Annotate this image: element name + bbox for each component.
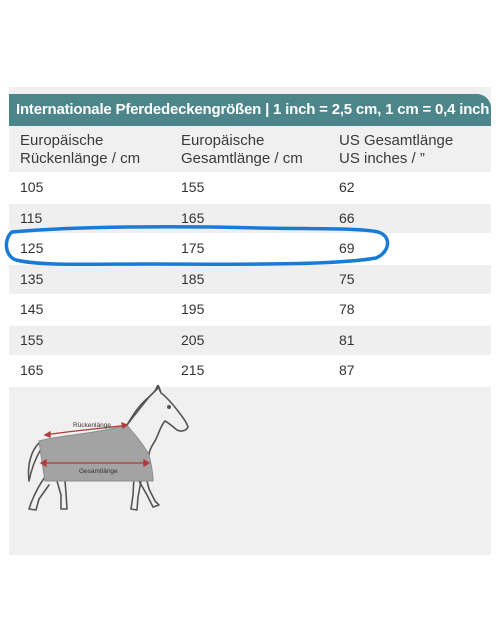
cell-total-length: 185 [181,270,205,287]
cell-us-length: 69 [339,240,355,256]
cell-back-length: 165 [20,362,44,378]
cell-us-length: 87 [339,362,355,378]
cell-us-length: 78 [339,301,355,317]
header-back-length: Europäische Rückenlänge / cm [20,132,141,167]
header-us-length: US Gesamtlänge US inches / ” [339,132,454,167]
cell-back-length: 155 [20,331,44,348]
cell-us-length: 81 [339,331,355,348]
size-table: Europäische Rückenlänge / cm Europäische… [9,126,491,387]
table-row: 155 205 81 [9,325,491,356]
cell-us-length: 66 [339,209,355,226]
cell-back-length: 105 [20,179,44,195]
table-title-bar: Internationale Pferdedeckengrößen | 1 in… [9,94,491,126]
table-row: 165 215 87 [9,356,491,387]
horse-outline [27,385,189,511]
table-row: 105 155 62 [9,173,491,204]
cell-back-length: 125 [20,240,44,256]
table-row-highlighted: 125 175 69 [9,234,491,265]
table-row: 145 195 78 [9,295,491,326]
total-length-label: Gesamtlänge [79,468,118,475]
header-total-length: Europäische Gesamtlänge / cm [181,132,303,167]
cell-total-length: 155 [181,179,205,195]
cell-back-length: 135 [20,270,44,287]
total-length-measure [39,458,151,468]
table-row: 135 185 75 [9,264,491,295]
cell-total-length: 195 [181,301,205,317]
blanket-shape [38,424,154,482]
horse-blanket-diagram: Rückenlänge Gesamtlänge [27,385,189,511]
back-length-label: Rückenlänge [73,422,111,429]
cell-total-length: 215 [181,362,205,378]
cell-us-length: 62 [339,179,355,195]
back-length-measure [43,421,129,438]
table-title: Internationale Pferdedeckengrößen | 1 in… [16,101,490,118]
cell-total-length: 205 [181,331,205,348]
table-header-row: Europäische Rückenlänge / cm Europäische… [9,126,491,173]
cell-total-length: 175 [181,240,205,256]
cell-back-length: 145 [20,301,44,317]
cell-us-length: 75 [339,270,355,287]
cell-back-length: 115 [20,209,43,226]
table-row: 115 165 66 [9,203,491,234]
cell-total-length: 165 [181,209,205,226]
